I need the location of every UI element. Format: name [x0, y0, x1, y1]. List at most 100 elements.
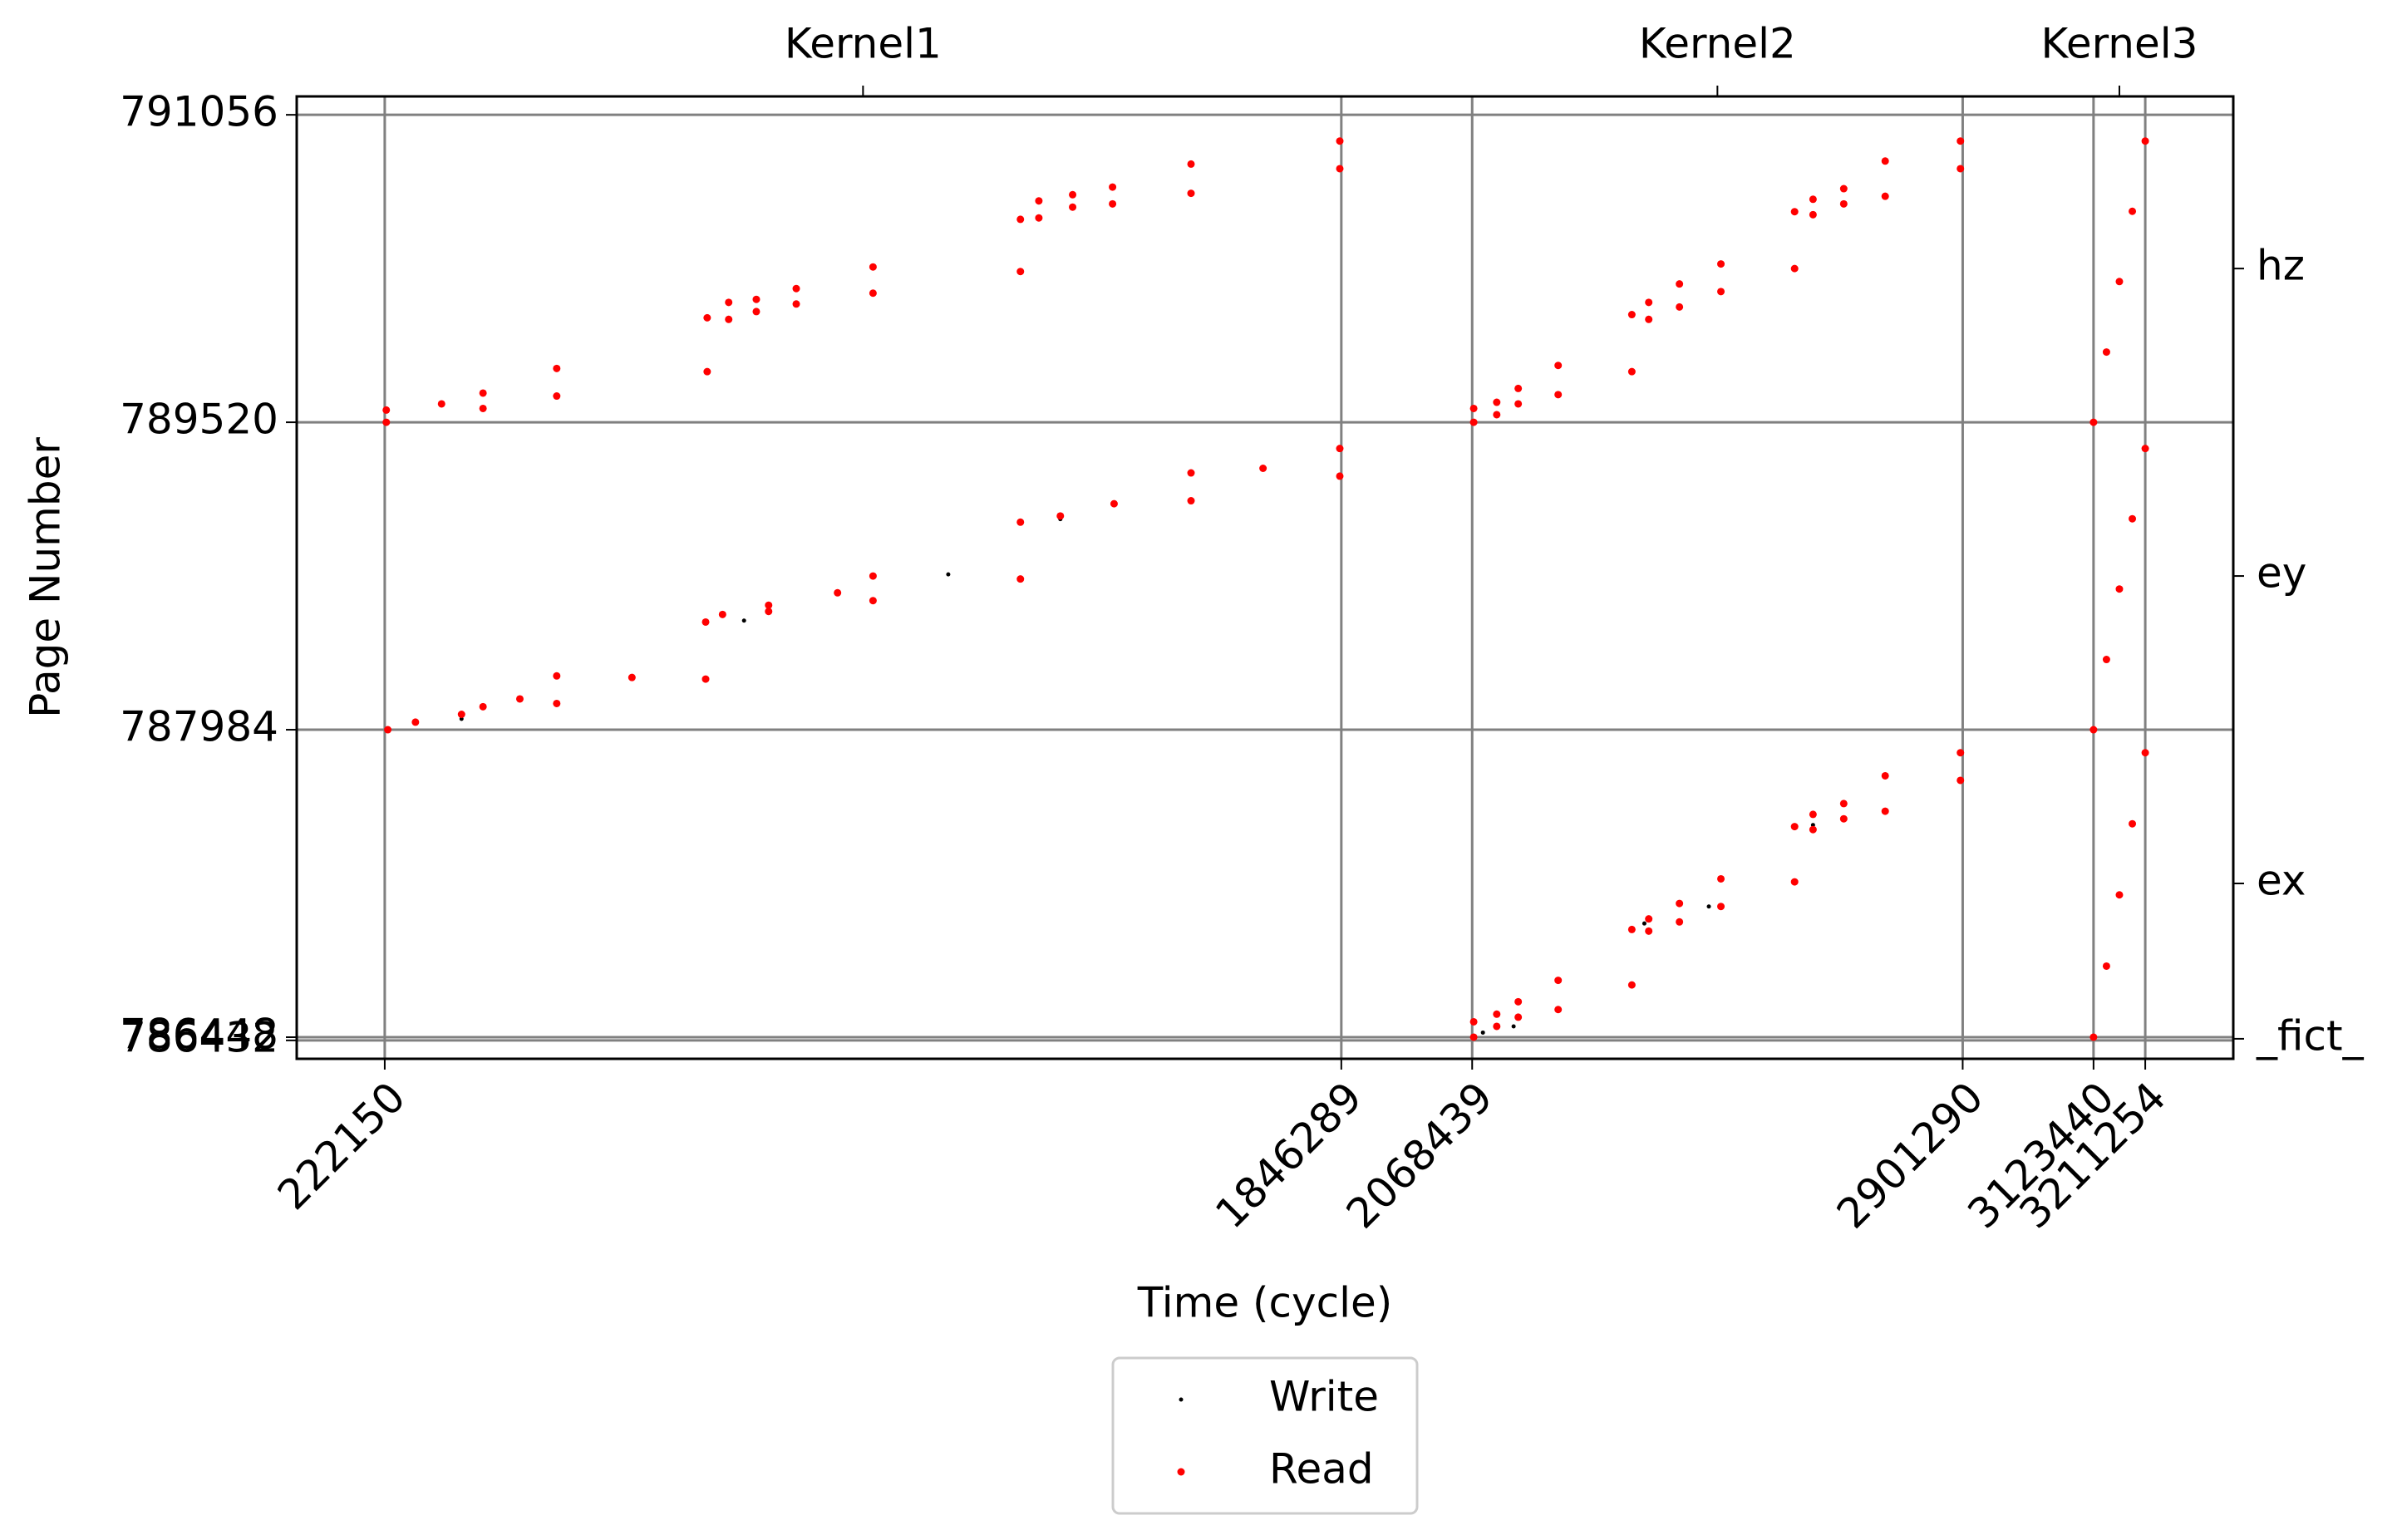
y2-tick-label: ey — [2257, 549, 2306, 598]
point — [1676, 280, 1684, 288]
point — [382, 418, 391, 426]
point — [2102, 962, 2110, 970]
point — [1645, 927, 1653, 935]
point — [2141, 749, 2149, 757]
point — [2141, 445, 2149, 453]
point — [765, 608, 773, 616]
point — [1554, 1006, 1563, 1014]
point — [1790, 208, 1799, 216]
point — [1469, 404, 1478, 412]
point — [479, 389, 487, 397]
point — [741, 618, 746, 623]
point — [1881, 192, 1889, 200]
y-tick-label: 787984 — [120, 703, 278, 751]
point — [515, 695, 524, 703]
point — [1881, 807, 1889, 815]
point — [1109, 199, 1117, 208]
x2-tick-label: Kernel3 — [2041, 20, 2198, 68]
point — [1056, 512, 1065, 520]
point — [1469, 1033, 1478, 1041]
point — [2115, 278, 2124, 286]
point — [1839, 800, 1848, 808]
y2-tick-label: ex — [2257, 857, 2306, 905]
point — [553, 392, 561, 401]
point — [1493, 411, 1501, 419]
point — [479, 702, 487, 711]
point — [2115, 585, 2124, 593]
legend-label: Read — [1269, 1445, 1374, 1493]
point — [1514, 1013, 1523, 1021]
point — [1035, 197, 1043, 205]
point — [2129, 514, 2137, 523]
point — [1645, 915, 1653, 923]
point — [1469, 418, 1478, 426]
point — [752, 308, 760, 316]
point — [725, 315, 733, 323]
point — [1336, 445, 1344, 453]
point — [384, 726, 392, 734]
point — [1336, 137, 1344, 145]
point — [765, 601, 773, 609]
point — [701, 617, 710, 626]
point — [411, 718, 420, 726]
point — [1676, 918, 1684, 926]
y2-tick-label: hz — [2257, 242, 2305, 290]
plot-frame — [295, 95, 2235, 1060]
point — [2102, 348, 2110, 357]
point — [725, 298, 733, 307]
point — [1554, 977, 1563, 985]
point — [628, 673, 636, 681]
point — [1514, 400, 1523, 408]
point — [1493, 398, 1501, 406]
point — [718, 610, 726, 618]
point — [1035, 214, 1043, 222]
point — [1627, 981, 1636, 989]
y2-tick-label: _fict_ — [2256, 1011, 2365, 1060]
point — [1016, 215, 1025, 224]
point — [553, 364, 561, 372]
point — [703, 367, 711, 376]
point — [1016, 575, 1025, 583]
point — [1554, 391, 1563, 399]
point — [1259, 464, 1267, 472]
point — [701, 675, 710, 683]
point — [1809, 210, 1817, 219]
point — [1839, 814, 1848, 823]
y-tick-label: 791056 — [120, 88, 278, 136]
point — [1493, 1010, 1501, 1018]
point — [2089, 1033, 2098, 1041]
point — [1645, 315, 1653, 323]
point — [2141, 137, 2149, 145]
point — [1336, 472, 1344, 480]
legend-label: Write — [1269, 1373, 1379, 1421]
point — [869, 597, 877, 605]
point — [1676, 303, 1684, 311]
point — [1480, 1030, 1485, 1035]
point — [553, 699, 561, 707]
point — [1790, 264, 1799, 273]
point — [553, 672, 561, 680]
point — [792, 300, 800, 308]
point — [2102, 656, 2110, 664]
point — [2089, 726, 2098, 734]
point — [1514, 997, 1523, 1006]
point — [1790, 823, 1799, 831]
point — [1881, 771, 1889, 780]
point — [1469, 1017, 1478, 1026]
point — [1110, 499, 1118, 508]
point — [1016, 518, 1025, 526]
point — [1957, 165, 1965, 173]
point — [1627, 925, 1636, 933]
y-tick-label: 786448 — [120, 1010, 278, 1058]
legend-box — [1111, 1356, 1419, 1515]
x-tick-label: 222150 — [268, 1073, 415, 1219]
point — [2089, 418, 2098, 426]
x2-tick-label: Kernel2 — [1639, 20, 1796, 68]
point — [1511, 1024, 1516, 1029]
point — [1839, 185, 1848, 193]
point — [1514, 384, 1523, 392]
point — [1642, 921, 1646, 926]
point — [1016, 268, 1025, 276]
